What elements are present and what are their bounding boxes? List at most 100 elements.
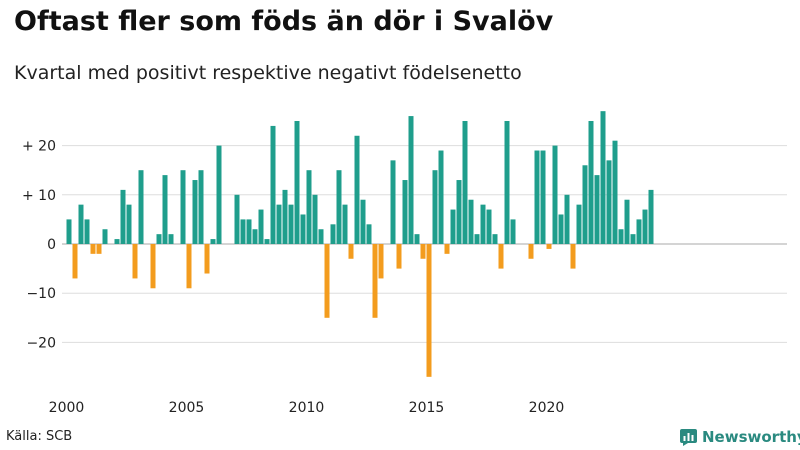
chart-subtitle: Kvartal med positivt respektive negativt… [14,62,522,84]
bar-positive [504,121,510,244]
bar-negative [378,244,384,279]
bar-positive [264,239,270,244]
bar-positive [480,204,486,244]
bar-positive [198,170,204,244]
bar-positive [138,170,144,244]
x-tick-label: 2020 [529,400,565,416]
bar-negative [186,244,192,289]
bar-positive [450,209,456,244]
bar-positive [234,194,240,244]
bar-positive [252,229,258,244]
bar-positive [438,150,444,244]
bar-positive [246,219,252,244]
bar-positive [486,209,492,244]
bar-positive [558,214,564,244]
newsworthy-logo-icon [680,428,697,446]
bar-positive [534,150,540,244]
bar-positive [168,234,174,244]
bar-positive [258,209,264,244]
bar-positive [240,219,246,244]
bar-negative [90,244,96,254]
bar-positive [336,170,342,244]
bar-positive [306,170,312,244]
bar-positive [462,121,468,244]
y-tick-label: −10 [26,286,56,302]
bar-negative [528,244,534,259]
bar-positive [564,194,570,244]
bar-positive [390,160,396,244]
x-tick-label: 2010 [289,400,325,416]
bar-positive [126,204,132,244]
bar-positive [600,111,606,244]
bar-positive [552,145,558,244]
bar-positive [270,125,276,244]
chart-title: Oftast fler som föds än dör i Svalöv [14,6,554,37]
bar-negative [570,244,576,269]
x-tick-label: 2015 [409,400,445,416]
bar-positive [162,175,168,244]
bar-positive [642,209,648,244]
bar-positive [312,194,318,244]
bar-positive [432,170,438,244]
bar-positive [180,170,186,244]
bar-positive [636,219,642,244]
y-tick-label: −20 [26,335,56,351]
bar-negative [96,244,102,254]
bar-positive [276,204,282,244]
bar-positive [510,219,516,244]
bar-positive [492,234,498,244]
source-note: Källa: SCB [6,429,73,444]
bar-negative [204,244,210,274]
bar-positive [102,229,108,244]
bar-negative [324,244,330,318]
bar-negative [72,244,78,279]
x-tick-label: 2005 [169,400,205,416]
bars [66,111,654,377]
bar-positive [114,239,120,244]
bar-positive [582,165,588,244]
bar-positive [366,224,372,244]
y-tick-label: + 10 [22,188,56,204]
bar-positive [84,219,90,244]
y-tick-label: 0 [47,237,56,253]
bar-positive [408,116,414,244]
bar-positive [606,160,612,244]
bar-negative [420,244,426,259]
bar-positive [156,234,162,244]
bar-positive [468,199,474,244]
bar-positive [594,175,600,244]
brand-name: Newsworthy [702,428,800,446]
bar-positive [354,135,360,244]
bar-positive [618,229,624,244]
bar-positive [78,204,84,244]
bar-positive [192,180,198,244]
bar-chart: + 20 + 10 0 −10 −20 2000 2005 2010 2015 2020 [22,111,787,416]
bar-negative [546,244,552,249]
bar-positive [630,234,636,244]
bar-positive [216,145,222,244]
bar-positive [456,180,462,244]
y-tick-label: + 20 [22,139,56,155]
bar-positive [330,224,336,244]
bar-positive [210,239,216,244]
bar-positive [360,199,366,244]
bar-positive [120,189,126,244]
bar-positive [402,180,408,244]
bar-positive [612,140,618,244]
bar-positive [414,234,420,244]
bar-positive [576,204,582,244]
bar-positive [282,189,288,244]
bar-positive [318,229,324,244]
bar-positive [624,199,630,244]
bar-negative [132,244,138,279]
bar-positive [540,150,546,244]
bar-positive [474,234,480,244]
x-tick-label: 2000 [49,400,85,416]
bar-positive [294,121,300,244]
bar-positive [342,204,348,244]
bar-positive [648,189,654,244]
bar-negative [372,244,378,318]
bar-negative [348,244,354,259]
brand[interactable]: Newsworthy [680,427,800,447]
